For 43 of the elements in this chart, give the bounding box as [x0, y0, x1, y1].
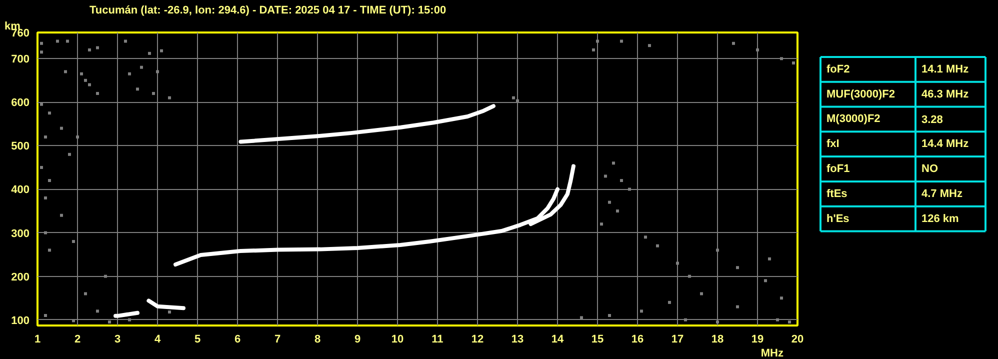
x-tick-label: 12: [471, 334, 484, 346]
chart-title: Tucumán (lat: -26.9, lon: 294.6) - DATE: 2025 04 17 - TIME (UT): 15:00: [90, 4, 446, 16]
x-tick-label: 2: [74, 334, 81, 346]
x-tick-label: 18: [711, 334, 724, 346]
x-tick-label: 19: [751, 334, 764, 346]
x-tick-label: 11: [432, 334, 444, 346]
x-tick-label: 8: [314, 334, 321, 346]
text: h'Es: [826, 212, 850, 225]
text: 3.28: [922, 114, 943, 126]
text: ftEs: [826, 188, 848, 200]
x-tick-label: 6: [234, 334, 241, 346]
x-tick-label: 5: [194, 334, 201, 346]
text: 14.1 MHz: [922, 63, 970, 76]
x-tick-label: 15: [591, 334, 604, 346]
text: MUF(3000)F2: [826, 88, 895, 100]
text: foF2: [826, 63, 850, 76]
x-tick-label: 17: [671, 334, 684, 346]
text: 126 km: [922, 212, 960, 225]
text: NO: [922, 163, 938, 175]
text: foF1: [826, 163, 850, 175]
y-tick-label: 500: [11, 140, 30, 153]
x-tick-label: 14: [551, 334, 564, 346]
y-tick-label: 700: [11, 54, 30, 66]
y-tick-label: 600: [11, 97, 30, 110]
x-tick-label: 1: [34, 334, 41, 346]
y-tick-label: 300: [11, 228, 30, 240]
text: 4.7 MHz: [922, 188, 963, 200]
x-tick-label: 9: [354, 334, 361, 346]
text: 14.4 MHz: [922, 138, 970, 150]
x-axis-title: MHz: [760, 348, 784, 359]
text: fxI: [826, 138, 840, 150]
x-tick-label: 13: [511, 334, 524, 346]
y-tick-label: 100: [11, 314, 30, 327]
x-tick-label: 4: [154, 334, 162, 346]
y-tick-label: 200: [11, 271, 30, 284]
x-tick-label: 7: [274, 334, 281, 346]
x-tick-label: 20: [791, 334, 804, 346]
text: M(3000)F2: [826, 113, 880, 126]
text: 46.3 MHz: [922, 88, 970, 100]
x-tick-label: 3: [114, 334, 121, 346]
y-tick-label: 400: [11, 184, 30, 196]
x-tick-label: 16: [631, 334, 644, 346]
x-tick-label: 10: [391, 334, 404, 346]
